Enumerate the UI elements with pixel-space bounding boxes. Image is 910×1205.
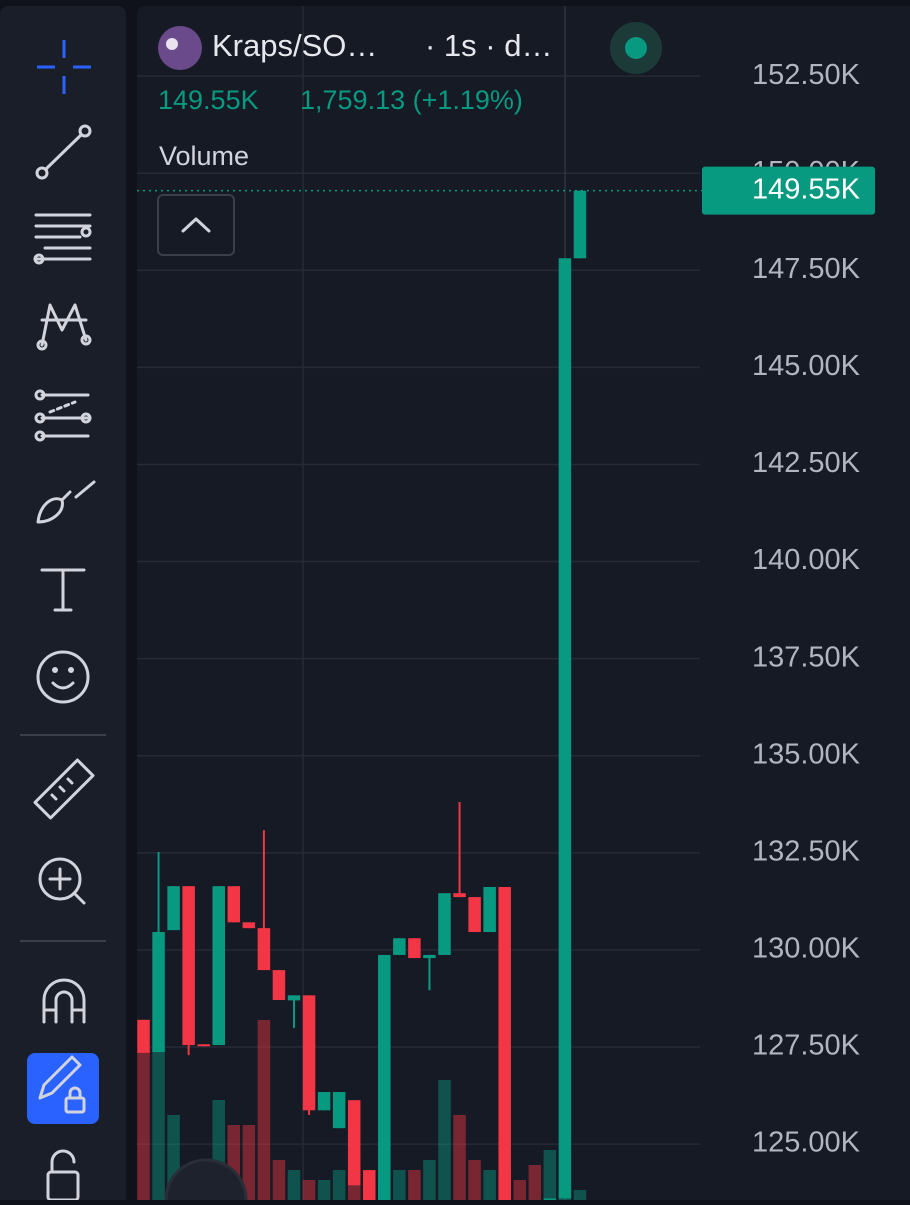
price: 149.55K	[158, 85, 259, 115]
candle-body	[378, 954, 391, 1200]
candle-body	[453, 893, 466, 898]
volume-bar	[137, 1050, 150, 1200]
status-dot	[625, 37, 647, 59]
candle-body	[212, 886, 225, 1046]
plot	[137, 190, 587, 1200]
candle-body	[408, 938, 421, 959]
last-price-label: 149.55K	[752, 173, 861, 205]
volume-bar	[393, 1170, 406, 1200]
volume-bar	[408, 1170, 421, 1200]
zoom-tool[interactable]	[38, 857, 86, 905]
volume-bar	[302, 1180, 316, 1200]
y-tick-label: 125.00K	[752, 1127, 861, 1159]
volume-bar	[272, 1160, 286, 1200]
volume-bar	[257, 1020, 271, 1200]
candle-body	[182, 886, 195, 1046]
candle-body	[287, 995, 301, 1001]
y-tick-label: 140.00K	[752, 544, 861, 576]
y-tick-label: 137.50K	[752, 641, 861, 673]
candle-body	[498, 886, 511, 1200]
candle-body	[197, 1044, 210, 1047]
candle-body	[242, 922, 256, 929]
volume-bar	[513, 1180, 526, 1200]
candle-body	[227, 886, 241, 923]
candle-body	[483, 886, 496, 933]
candle-body	[167, 886, 180, 931]
fib-tool[interactable]	[33, 213, 92, 265]
volume-bar	[438, 1080, 451, 1200]
symbol: Kraps/SO…	[212, 28, 377, 63]
y-tick-label: 132.50K	[752, 835, 861, 867]
lock-drawing-icon	[38, 1055, 86, 1114]
symbol-logo	[158, 26, 202, 70]
candle-body	[363, 1170, 376, 1200]
candle-body	[317, 1092, 331, 1111]
chart-panel	[137, 6, 910, 1205]
candle-body	[468, 897, 481, 933]
volume-bar	[287, 1170, 301, 1200]
price-axis: 152.50K150.00K147.50K145.00K142.50K140.0…	[752, 59, 861, 1159]
ruler-tool[interactable]	[33, 758, 95, 820]
change: 1,759.13 (+1.19%)	[300, 85, 523, 115]
candle-body	[438, 893, 451, 955]
candle-body	[137, 1019, 150, 1053]
candle-body	[152, 932, 165, 1053]
emoji-tool[interactable]	[36, 650, 90, 704]
y-tick-label: 127.50K	[752, 1030, 861, 1062]
crosshair-tool[interactable]	[37, 40, 91, 94]
volume-bar	[573, 1190, 587, 1200]
volume-bar	[543, 1150, 557, 1200]
grid	[137, 75, 700, 1145]
volume-bar	[332, 1170, 346, 1200]
trend-line-tool[interactable]	[35, 124, 92, 180]
pattern-tool[interactable]	[36, 303, 92, 351]
candle-body	[302, 995, 316, 1111]
candle-body	[257, 928, 271, 971]
volume-bar	[242, 1125, 256, 1200]
volume-bar	[453, 1115, 466, 1200]
volume-bar	[152, 1050, 165, 1200]
indicator-name: Volume	[159, 141, 249, 171]
collapse-button[interactable]	[157, 194, 235, 256]
interval: · 1s · d…	[425, 28, 552, 63]
lock-drawing-button[interactable]	[27, 1053, 99, 1124]
volume-bar	[468, 1160, 481, 1200]
candle-body	[272, 970, 286, 1000]
volume-bar	[423, 1160, 436, 1200]
candle-body	[332, 1092, 346, 1129]
candle-body	[573, 190, 587, 259]
text-tool[interactable]	[40, 568, 86, 612]
candle-body	[423, 954, 436, 959]
candle-body	[558, 258, 572, 1199]
magnet-tool[interactable]	[42, 978, 86, 1024]
y-tick-label: 145.00K	[752, 350, 861, 382]
symbol-logo-detail	[166, 38, 178, 50]
volume-bar	[317, 1180, 331, 1200]
y-tick-label: 135.00K	[752, 738, 861, 770]
brush-tool[interactable]	[36, 480, 96, 524]
volume-bar	[528, 1165, 542, 1200]
volume-bar	[483, 1170, 496, 1200]
y-tick-label: 142.50K	[752, 447, 861, 479]
candle-body	[347, 1100, 361, 1186]
collapse-icon	[181, 217, 211, 233]
prediction-tool[interactable]	[34, 389, 92, 442]
candle-body	[393, 938, 406, 955]
candle-body	[543, 1198, 557, 1200]
y-tick-label: 130.00K	[752, 933, 861, 965]
y-tick-label: 147.50K	[752, 253, 861, 285]
last-price-tag	[702, 166, 875, 215]
y-tick-label: 152.50K	[752, 59, 861, 91]
